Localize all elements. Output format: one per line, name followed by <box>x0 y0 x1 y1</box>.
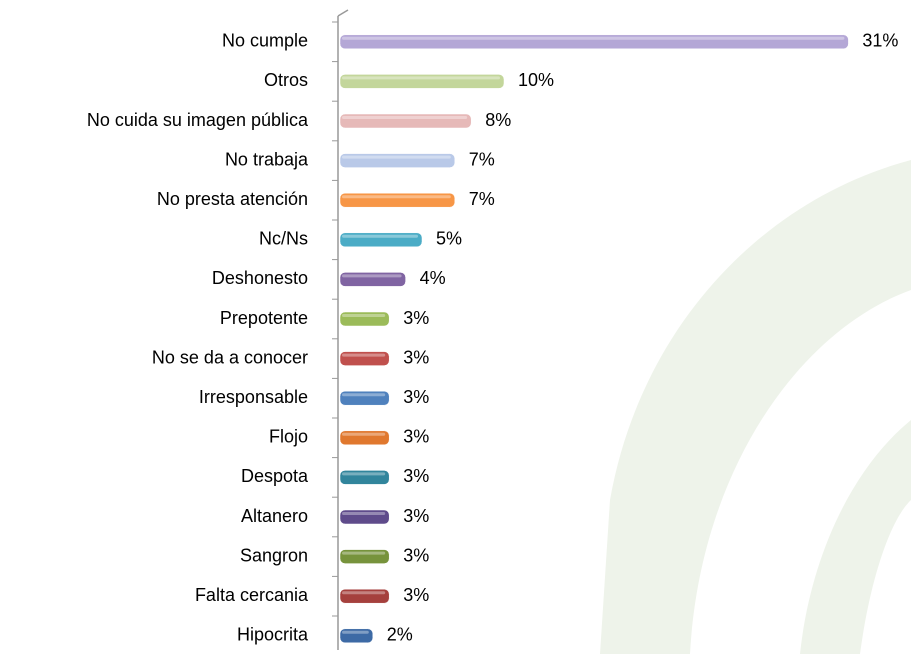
category-label: Nc/Ns <box>259 229 308 249</box>
value-label: 3% <box>403 545 429 565</box>
value-label: 3% <box>403 585 429 605</box>
bar-highlight <box>342 591 386 595</box>
bar-highlight <box>342 314 386 317</box>
bar-highlight <box>342 36 845 40</box>
category-label: Hipocrita <box>237 625 309 645</box>
bar <box>339 113 472 129</box>
value-label: 10% <box>518 70 554 90</box>
bar <box>339 390 390 406</box>
bar <box>339 588 390 604</box>
bar-highlight <box>342 76 500 80</box>
value-label: 7% <box>469 189 495 209</box>
bar-highlight <box>342 472 386 476</box>
bar <box>339 430 390 446</box>
category-label: No se da a conocer <box>152 347 308 367</box>
bar-highlight <box>342 195 451 199</box>
bar-highlight <box>342 155 451 159</box>
category-label: Otros <box>264 70 308 90</box>
bar <box>339 192 456 208</box>
bar <box>339 351 390 366</box>
bar <box>339 272 406 287</box>
bar-highlight <box>342 116 468 119</box>
bar <box>339 549 390 564</box>
value-label: 7% <box>469 149 495 169</box>
bar-highlight <box>342 432 386 436</box>
axis-line <box>337 9 349 17</box>
bar-highlight <box>342 274 402 278</box>
bar-highlight <box>342 234 418 238</box>
value-label: 3% <box>403 387 429 407</box>
category-label: Deshonesto <box>212 268 308 288</box>
category-label: Prepotente <box>220 308 308 328</box>
background-decoration <box>600 160 911 654</box>
value-label: 3% <box>403 427 429 447</box>
bar-highlight <box>342 512 386 515</box>
bar <box>339 311 390 327</box>
value-label: 4% <box>420 268 446 288</box>
bar-highlight <box>342 353 386 357</box>
bar-highlight <box>342 393 386 397</box>
category-label: Falta cercania <box>195 585 309 605</box>
bar <box>339 34 849 50</box>
bar <box>339 74 505 89</box>
bar-highlight <box>342 551 386 555</box>
category-label: No presta atención <box>157 189 308 209</box>
category-label: Flojo <box>269 427 308 447</box>
bar <box>339 232 423 248</box>
value-label: 3% <box>403 506 429 526</box>
category-label: Altanero <box>241 506 308 526</box>
bar <box>339 153 456 168</box>
bar <box>339 470 390 485</box>
bar <box>339 509 390 525</box>
value-label: 8% <box>485 110 511 130</box>
category-label: No trabaja <box>225 149 309 169</box>
category-label: Despota <box>241 466 309 486</box>
value-label: 3% <box>403 308 429 328</box>
value-label: 31% <box>862 31 898 51</box>
bar <box>339 628 374 644</box>
value-label: 2% <box>387 625 413 645</box>
value-label: 3% <box>403 466 429 486</box>
category-label: Sangron <box>240 545 308 565</box>
category-label: No cuida su imagen pública <box>87 110 309 130</box>
category-label: No cumple <box>222 31 308 51</box>
value-label: 3% <box>403 347 429 367</box>
value-label: 5% <box>436 229 462 249</box>
bar-highlight <box>342 630 369 634</box>
category-label: Irresponsable <box>199 387 308 407</box>
